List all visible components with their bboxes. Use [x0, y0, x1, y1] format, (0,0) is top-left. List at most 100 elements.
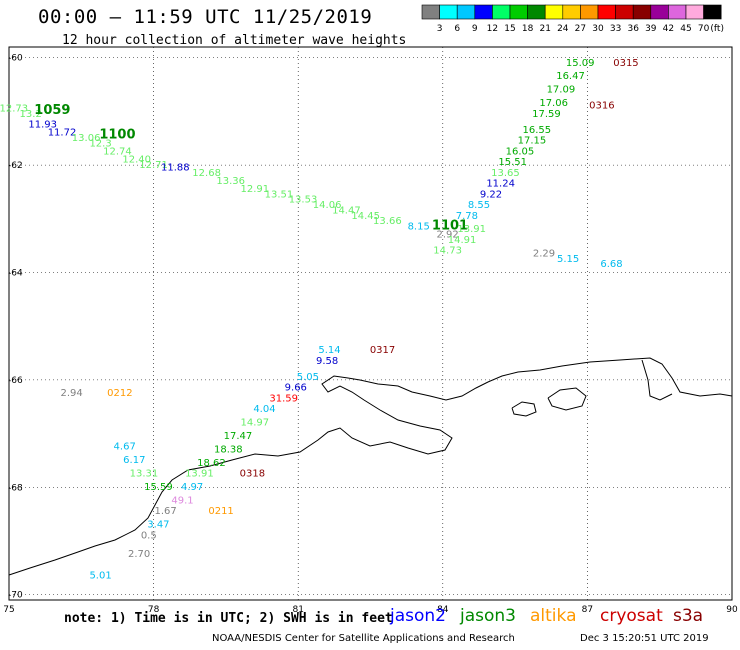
wave-height-label: 13.06 [72, 133, 101, 144]
scale-label: 3 [437, 24, 443, 34]
scale-label: 15 [504, 24, 515, 34]
scale-label: 12 [487, 24, 498, 34]
scale-label: 18 [522, 24, 534, 34]
wave-height-label: 1.67 [155, 506, 177, 517]
wave-height-label: 49.1 [171, 495, 193, 506]
wave-height-label: 11.24 [486, 179, 515, 190]
pass-time-label: 0318 [240, 469, 265, 480]
wave-height-label: 18.38 [214, 444, 243, 455]
legend-jason3: jason3 [460, 606, 516, 626]
credit-line: NOAA/NESDIS Center for Satellite Applica… [212, 633, 515, 644]
wave-height-label: 12.3 [89, 138, 111, 149]
wave-height-label: 12.71 [139, 160, 168, 171]
scale-label: 30 [592, 24, 604, 34]
wave-height-label: 13.51 [265, 189, 294, 200]
wave-height-label: 31.59 [269, 393, 298, 404]
legend-s3a: s3a [673, 606, 703, 626]
wave-height-label: 2.94 [61, 388, 83, 399]
wave-height-label: 14.06 [313, 200, 342, 211]
wave-height-label: 13.53 [289, 195, 318, 206]
page-title: 00:00 – 11:59 UTC 11/25/2019 [38, 6, 373, 28]
wave-height-label: 18.62 [197, 458, 226, 469]
wave-height-label: 16.55 [522, 125, 551, 136]
wave-height-label: 12.40 [122, 154, 151, 165]
wave-height-label: 13.31 [130, 469, 159, 480]
wave-height-label: 12.74 [103, 146, 132, 157]
pass-time-label: 0211 [208, 506, 233, 517]
wave-height-label: 2.29 [533, 248, 555, 259]
wave-height-label: 6.68 [600, 259, 622, 270]
pass-time-label: 0316 [589, 101, 614, 112]
scale-label: 42 [663, 24, 674, 34]
legend-cryosat-label: cryosat [600, 606, 663, 626]
wave-height-label: 16.47 [556, 71, 585, 82]
inland-boundary [641, 359, 673, 401]
legend-s3a-label: s3a [673, 606, 704, 626]
wave-height-label: 14.97 [240, 418, 269, 429]
lake [547, 387, 587, 411]
wave-height-label: 14.45 [351, 211, 380, 222]
pass-time-label: 0317 [370, 345, 395, 356]
wave-height-label: 7.78 [456, 211, 478, 222]
wave-height-label: 17.47 [224, 431, 253, 442]
wave-height-label: 14.73 [433, 246, 462, 257]
scale-label: (ft) [710, 24, 724, 34]
x-tick-label: 75 [3, 605, 14, 615]
wave-height-label: 14.47 [332, 205, 361, 216]
wave-height-label: 13.65 [491, 168, 520, 179]
y-tick-label: -68 [8, 483, 23, 493]
y-tick-label: -62 [8, 161, 23, 171]
wave-height-label: 13.91 [185, 469, 214, 480]
wave-height-label: 13.36 [216, 176, 245, 187]
wave-height-label: 15.51 [498, 157, 527, 168]
wave-height-label: 16.05 [506, 146, 535, 157]
wave-height-label: 6.17 [123, 455, 145, 466]
wave-height-label: 17.15 [518, 136, 547, 147]
y-tick-label: -60 [8, 54, 23, 64]
pass-time-label: 0212 [107, 388, 132, 399]
x-tick-label: 90 [726, 605, 738, 615]
wave-height-label: 2.92 [436, 230, 458, 241]
scale-label: 24 [557, 24, 569, 34]
scale-label: 36 [627, 24, 639, 34]
x-tick-label: 78 [148, 605, 160, 615]
wave-height-label: 9.58 [316, 356, 338, 367]
wave-height-label: 12.68 [192, 168, 221, 179]
wave-height-label: 13.2 [20, 109, 42, 120]
wave-height-label: 8.15 [408, 222, 430, 233]
scale-label: 45 [680, 24, 691, 34]
wave-height-label: 13.91 [457, 224, 486, 235]
wave-height-label: 12.73 [0, 103, 28, 114]
x-tick-label: 87 [582, 605, 593, 615]
wave-height-label: 15.09 [566, 58, 595, 69]
legend-jason2-label: jason2 [390, 606, 446, 626]
pass-time-label: 0315 [613, 58, 638, 69]
wave-height-label: 5.01 [89, 571, 111, 582]
wave-height-label: 5.14 [318, 345, 340, 356]
credit-date: Dec 3 15:20:51 UTC 2019 [580, 633, 709, 644]
scale-label: 70 [698, 24, 710, 34]
wave-height-label: 3.47 [147, 520, 169, 531]
wave-height-label: 12.91 [240, 184, 269, 195]
wave-height-label: 9.66 [285, 383, 307, 394]
legend-altika: altika [530, 606, 577, 626]
wave-height-label: 13.66 [373, 216, 402, 227]
wave-height-label: 11.72 [48, 128, 77, 139]
legend-cryosat: cryosat [600, 606, 663, 626]
scale-label: 21 [539, 24, 550, 34]
wave-height-label: 0.5 [141, 530, 157, 541]
legend-jason3-label: jason3 [460, 606, 516, 626]
wave-height-label: 11.93 [28, 120, 57, 131]
wave-height-label: 17.09 [547, 85, 576, 96]
footer-note: note: 1) Time is in UTC; 2) SWH is in fe… [64, 611, 393, 626]
wave-height-label: 9.22 [480, 189, 502, 200]
scale-label: 9 [472, 24, 478, 34]
scale-label: 6 [454, 24, 460, 34]
x-tick-label: 81 [292, 605, 303, 615]
pass-time-label: 1100 [99, 127, 135, 142]
wave-height-label: 14.91 [448, 235, 477, 246]
wave-height-label: 4.04 [253, 404, 275, 415]
pass-time-label: 1101 [432, 219, 468, 234]
wave-height-label: 17.59 [532, 109, 561, 120]
